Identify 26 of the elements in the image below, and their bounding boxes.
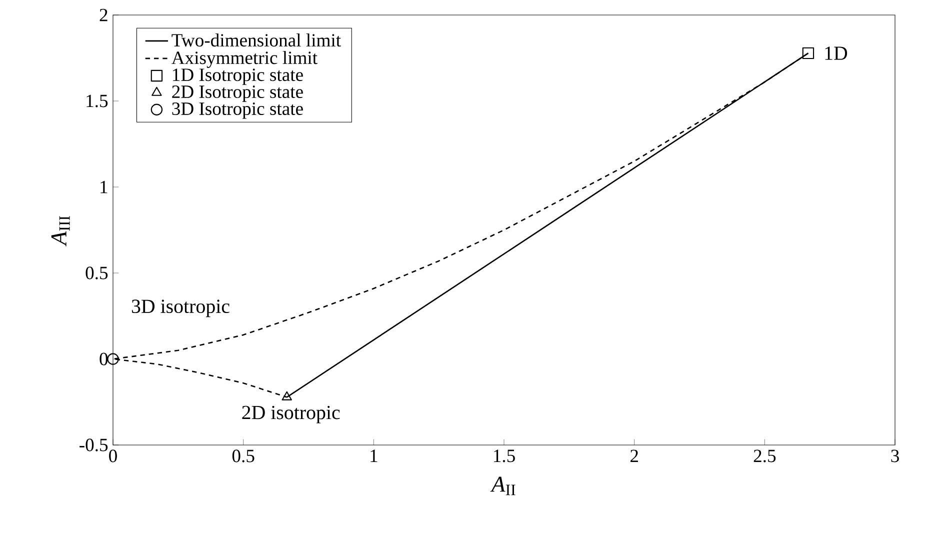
x-tick-label: 1.5 xyxy=(494,450,515,462)
x-tick-label: 3 xyxy=(891,450,899,462)
y-tick-label: 0.5 xyxy=(86,266,108,280)
y-tick-label: 1 xyxy=(100,180,108,194)
y-axis-title: A$_{III}$ xyxy=(51,216,70,246)
x-tick-label: 2.5 xyxy=(754,450,776,462)
y-tick-label: 2 xyxy=(100,8,108,22)
x-axis-title: A$_{II}$ xyxy=(490,476,516,496)
annotation: 2D isotropic xyxy=(242,406,340,424)
legend-label: 3D Isotropic state xyxy=(172,102,303,119)
y-tick-label: 1.5 xyxy=(86,94,108,108)
annotation: 1D xyxy=(825,46,848,60)
point xyxy=(282,391,292,400)
legend-label: 2D Isotropic state xyxy=(172,86,303,102)
x-tick-label: 1 xyxy=(370,450,378,462)
legend-label: 1D Isotropic state xyxy=(172,68,303,85)
point xyxy=(802,47,814,60)
y-tick-label: -0.5 xyxy=(80,438,108,452)
x-tick-label: 0.5 xyxy=(232,450,254,462)
legend-label: Axisymmetric limit xyxy=(172,51,318,68)
x-tick-label: 2 xyxy=(630,450,638,462)
x-tick-label: 0 xyxy=(109,450,117,462)
annotation: 3D isotropic xyxy=(132,300,230,318)
legend-label: Two-dimensional limit xyxy=(172,33,341,47)
y-tick-label: 0 xyxy=(100,352,108,366)
point xyxy=(107,353,119,365)
